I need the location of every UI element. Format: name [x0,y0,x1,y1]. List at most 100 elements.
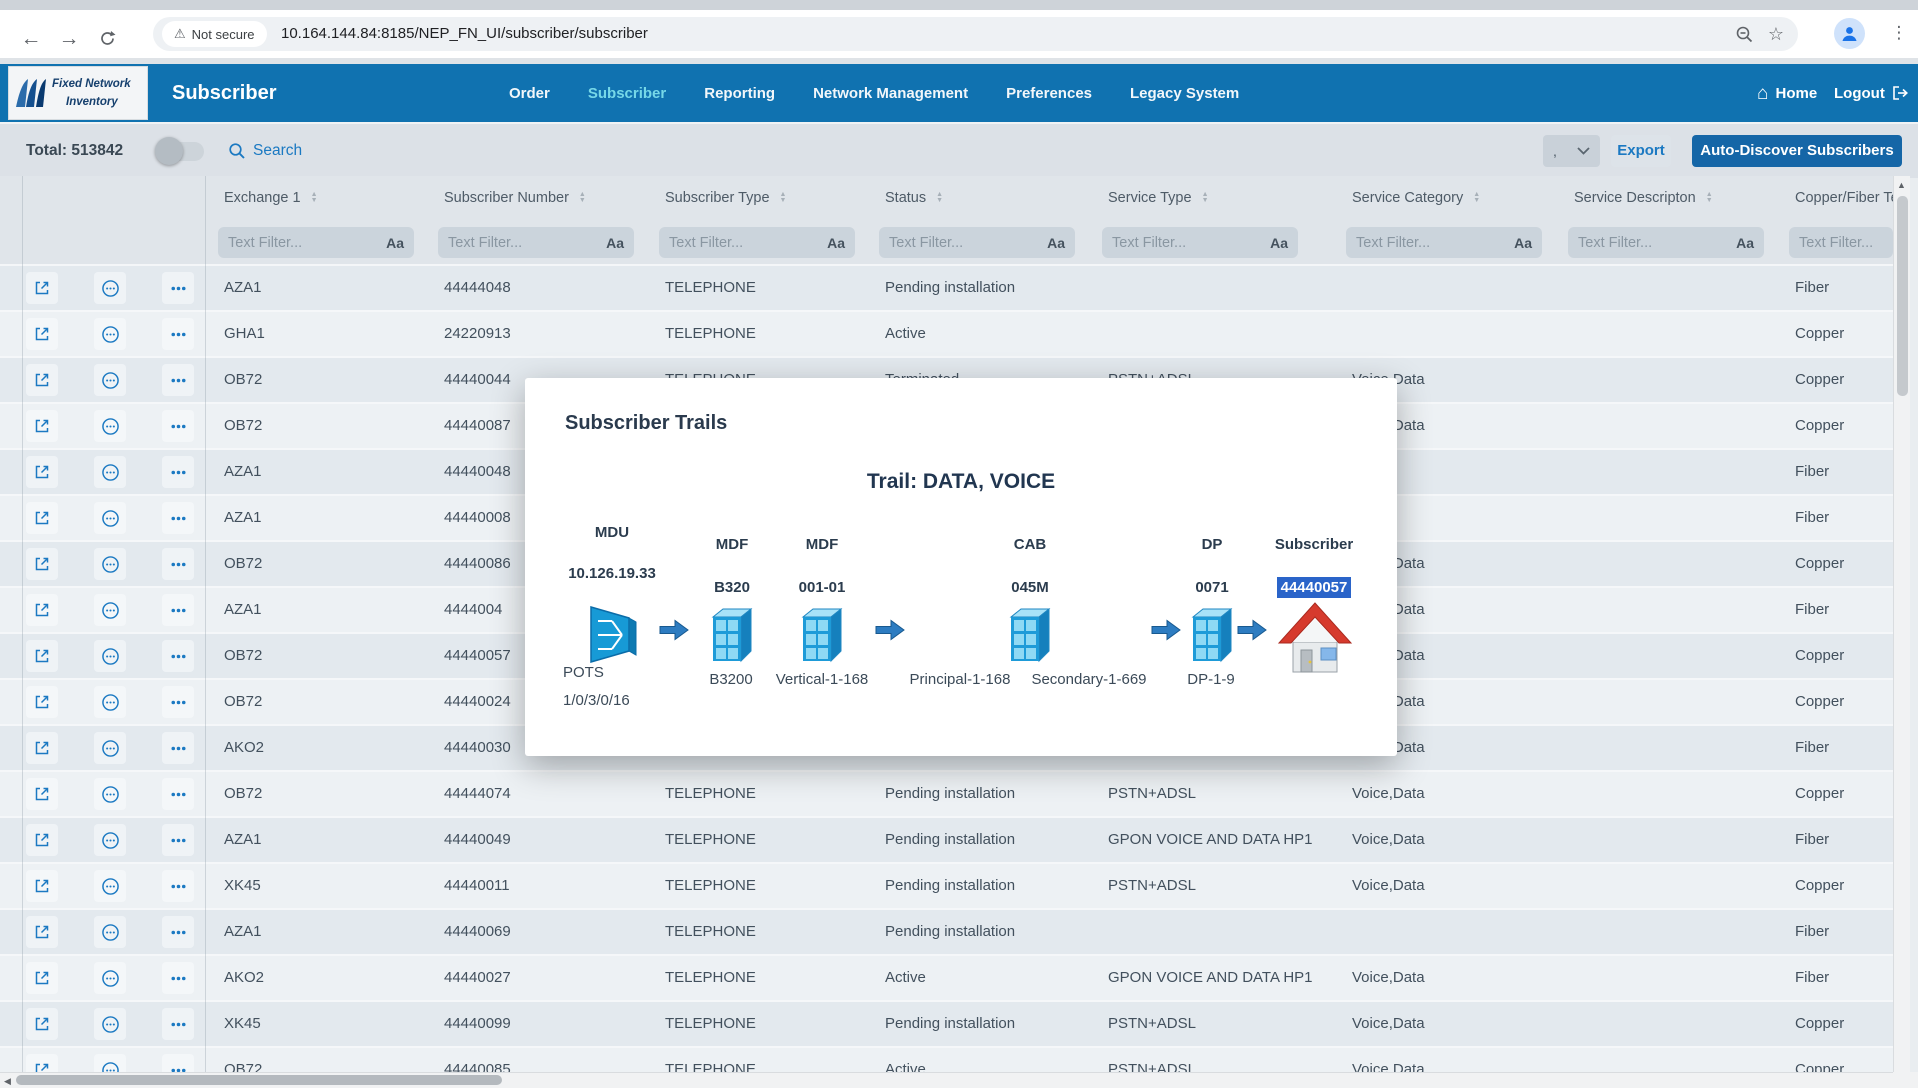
case-sensitive-toggle[interactable]: Aa [386,234,404,251]
row-menu-button[interactable] [162,1008,194,1040]
app-logo[interactable]: Fixed Network Inventory [8,66,148,120]
case-sensitive-toggle[interactable]: Aa [827,234,845,251]
nav-item-legacy-system[interactable]: Legacy System [1130,84,1240,102]
export-button[interactable]: Export [1611,135,1671,167]
details-circle-button[interactable] [94,732,126,764]
toggle-knob[interactable] [155,137,183,165]
open-in-new-button[interactable] [26,364,58,396]
vertical-scrollbar-thumb[interactable] [1897,196,1908,396]
browser-menu-icon[interactable]: ⋮ [1890,23,1908,42]
details-circle-button[interactable] [94,916,126,948]
nav-item-network-management[interactable]: Network Management [813,84,969,102]
open-in-new-button[interactable] [26,824,58,856]
column-header-service_type[interactable]: Service Type ▲ ▼ [1102,176,1332,220]
search-button[interactable]: Search [228,124,302,178]
sort-icon[interactable]: ▲ ▼ [779,191,787,204]
column-header-type[interactable]: Subscriber Type ▲ ▼ [659,176,859,220]
column-header-exchange[interactable]: Exchange 1 ▲ ▼ [218,176,414,220]
toggle-switch[interactable] [155,137,204,165]
row-menu-button[interactable] [162,364,194,396]
case-sensitive-toggle[interactable]: Aa [1736,234,1754,251]
sort-icon[interactable]: ▲ ▼ [1473,191,1481,204]
browser-profile-avatar[interactable] [1834,18,1865,49]
case-sensitive-toggle[interactable]: Aa [1047,234,1065,251]
open-in-new-button[interactable] [26,410,58,442]
open-in-new-button[interactable] [26,640,58,672]
filter-input-number[interactable]: Text Filter... Aa [438,227,634,258]
open-in-new-button[interactable] [26,1008,58,1040]
open-in-new-button[interactable] [26,318,58,350]
open-in-new-button[interactable] [26,1054,58,1072]
row-menu-button[interactable] [162,548,194,580]
filter-input-type[interactable]: Text Filter... Aa [659,227,855,258]
browser-back-button[interactable]: ← [20,27,42,50]
row-menu-button[interactable] [162,502,194,534]
open-in-new-button[interactable] [26,548,58,580]
not-secure-chip[interactable]: ⚠ Not secure [162,21,267,47]
scroll-left-arrow-icon[interactable]: ◀ [4,1076,11,1086]
row-menu-button[interactable] [162,272,194,304]
auto-discover-subscribers-button[interactable]: Auto-Discover Subscribers [1692,135,1902,167]
column-header-status[interactable]: Status ▲ ▼ [879,176,1084,220]
sort-icon[interactable]: ▲ ▼ [310,191,318,204]
sort-icon[interactable]: ▲ ▼ [578,191,586,204]
details-circle-button[interactable] [94,272,126,304]
row-menu-button[interactable] [162,732,194,764]
filter-input-service_type[interactable]: Text Filter... Aa [1102,227,1298,258]
nav-item-order[interactable]: Order [509,84,550,102]
row-menu-button[interactable] [162,824,194,856]
nav-item-preferences[interactable]: Preferences [1006,84,1093,102]
row-menu-button[interactable] [162,778,194,810]
vertical-scrollbar[interactable]: ▲ [1893,176,1910,1072]
sort-icon[interactable]: ▲ ▼ [936,191,944,204]
column-header-copper_fiber[interactable]: Copper/Fiber Te [1789,176,1893,220]
horizontal-scrollbar-thumb[interactable] [16,1075,502,1085]
address-bar[interactable]: ⚠ Not secure 10.164.144.84:8185/NEP_FN_U… [153,17,1798,51]
details-circle-button[interactable] [94,962,126,994]
details-circle-button[interactable] [94,364,126,396]
open-in-new-button[interactable] [26,502,58,534]
row-menu-button[interactable] [162,318,194,350]
filter-input-category[interactable]: Text Filter... Aa [1346,227,1542,258]
details-circle-button[interactable] [94,548,126,580]
nav-item-reporting[interactable]: Reporting [704,84,776,102]
details-circle-button[interactable] [94,594,126,626]
open-in-new-button[interactable] [26,870,58,902]
column-header-category[interactable]: Service Category ▲ ▼ [1346,176,1551,220]
open-in-new-button[interactable] [26,686,58,718]
details-circle-button[interactable] [94,778,126,810]
filter-input-copper_fiber[interactable]: Text Filter... [1789,227,1893,258]
open-in-new-button[interactable] [26,916,58,948]
home-link[interactable]: ⌂ Home [1757,64,1817,122]
open-in-new-button[interactable] [26,594,58,626]
open-in-new-button[interactable] [26,732,58,764]
logout-link[interactable]: Logout [1834,64,1909,122]
zoom-out-icon[interactable] [1735,25,1754,49]
details-circle-button[interactable] [94,824,126,856]
sort-icon[interactable]: ▲ ▼ [1201,191,1209,204]
open-in-new-button[interactable] [26,272,58,304]
details-circle-button[interactable] [94,1008,126,1040]
open-in-new-button[interactable] [26,456,58,488]
row-menu-button[interactable] [162,870,194,902]
open-in-new-button[interactable] [26,962,58,994]
row-menu-button[interactable] [162,962,194,994]
row-menu-button[interactable] [162,640,194,672]
row-menu-button[interactable] [162,456,194,488]
url-text[interactable]: 10.164.144.84:8185/NEP_FN_UI/subscriber/… [281,25,648,42]
sort-icon[interactable]: ▲ ▼ [1705,191,1713,204]
column-header-number[interactable]: Subscriber Number ▲ ▼ [438,176,638,220]
row-menu-button[interactable] [162,1054,194,1072]
row-menu-button[interactable] [162,916,194,948]
browser-reload-button[interactable] [90,22,124,56]
row-menu-button[interactable] [162,410,194,442]
details-circle-button[interactable] [94,640,126,672]
bookmark-star-icon[interactable]: ☆ [1767,24,1784,44]
details-circle-button[interactable] [94,686,126,718]
scroll-up-arrow-icon[interactable]: ▲ [1897,180,1906,190]
nav-item-subscriber[interactable]: Subscriber [587,84,667,102]
column-header-description[interactable]: Service Descripton ▲ ▼ [1568,176,1773,220]
details-circle-button[interactable] [94,456,126,488]
details-circle-button[interactable] [94,318,126,350]
open-in-new-button[interactable] [26,778,58,810]
